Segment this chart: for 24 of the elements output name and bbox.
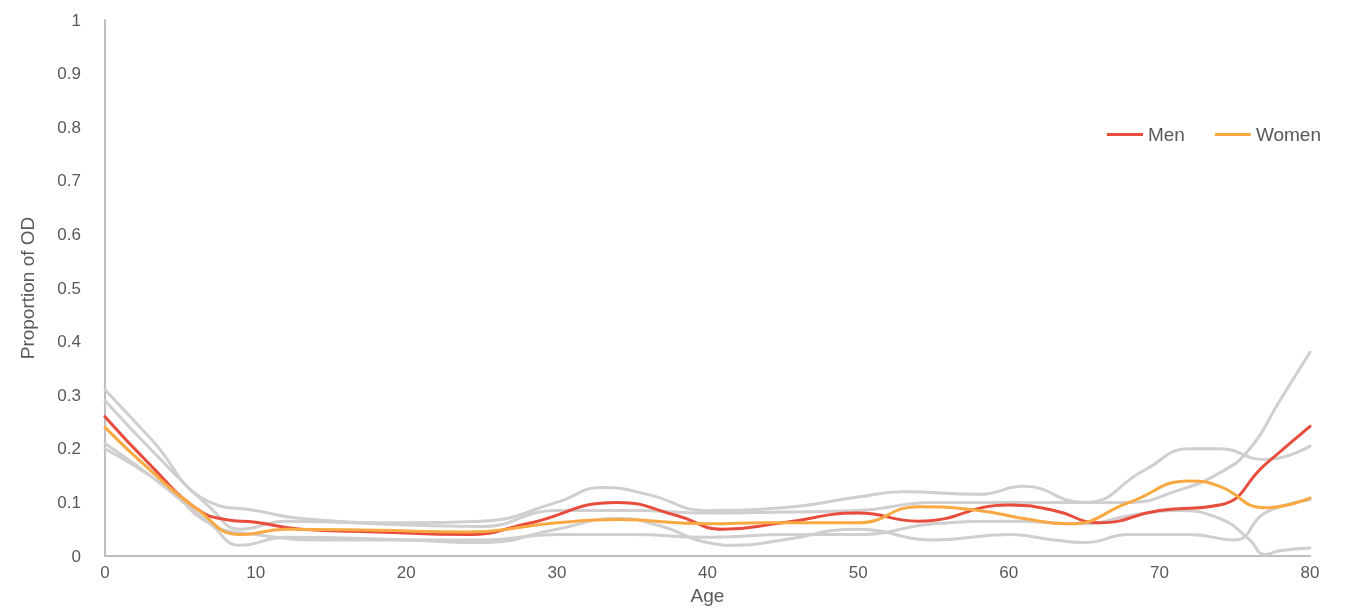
y-tick-label: 0.7: [57, 171, 81, 191]
legend-label: Women: [1255, 124, 1322, 145]
legend-label: Men: [1147, 124, 1185, 145]
y-tick-label: 0: [71, 546, 81, 566]
y-tick-label: 0.3: [57, 385, 81, 405]
x-axis-title: Age: [690, 585, 725, 606]
x-tick-label: 80: [1300, 563, 1320, 582]
x-tick-label: 20: [396, 563, 416, 582]
x-tick-label: 40: [698, 563, 717, 582]
y-tick-label: 0.5: [57, 278, 81, 298]
x-tick-label: 30: [547, 563, 567, 582]
y-tick-label: 0.9: [57, 64, 81, 84]
y-tick-label: 0.6: [57, 224, 81, 244]
y-axis-title: Proportion of OD: [17, 216, 38, 360]
y-tick-label: 0.4: [57, 332, 81, 352]
y-tick-label: 0.2: [57, 439, 81, 459]
y-tick-label: 0.1: [57, 492, 81, 512]
y-tick-label: 0.8: [57, 117, 81, 137]
x-tick-label: 50: [848, 563, 868, 582]
x-tick-label: 10: [246, 563, 266, 582]
x-tick-label: 70: [1149, 563, 1169, 582]
x-tick-label: 60: [999, 563, 1019, 582]
x-tick-label: 0: [100, 563, 110, 582]
y-tick-label: 1: [71, 10, 81, 30]
